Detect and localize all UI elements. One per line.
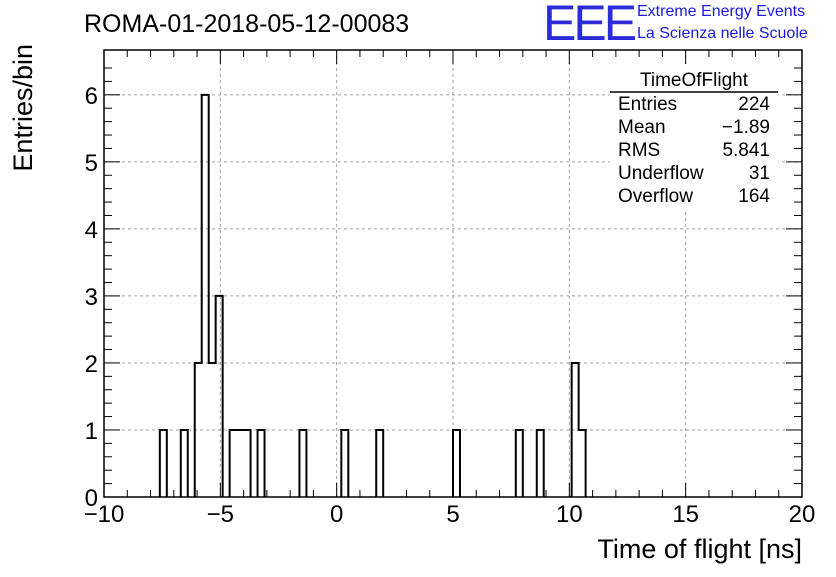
stats-row-label: RMS xyxy=(618,140,660,161)
x-tick-label: 0 xyxy=(330,501,343,528)
x-tick-label: −5 xyxy=(207,501,234,528)
histogram-outline xyxy=(158,93,587,497)
histogram-bin xyxy=(516,430,523,497)
tick-labels: −10 −5 0 5 10 15 20 0 1 2 3 4 5 6 xyxy=(84,83,816,528)
axis-ticks xyxy=(103,50,803,498)
stats-box-bg xyxy=(610,64,778,212)
stats-row-value: 5.841 xyxy=(722,140,770,161)
histogram-bin xyxy=(453,430,460,497)
histogram-bin xyxy=(181,430,188,497)
histogram-bin xyxy=(579,430,586,497)
y-tick-label: 4 xyxy=(85,217,98,244)
stats-row-label: Underflow xyxy=(618,163,704,184)
y-tick-label: 0 xyxy=(85,485,98,512)
y-tick-label: 2 xyxy=(85,351,98,378)
histogram-bin xyxy=(299,430,306,497)
x-tick-label: 20 xyxy=(789,501,816,528)
histogram-bin xyxy=(216,296,223,497)
plot-frame xyxy=(103,49,803,498)
y-tick-label: 6 xyxy=(85,83,98,110)
x-tick-label: 10 xyxy=(556,501,583,528)
x-axis-label: Time of flight [ns] xyxy=(597,534,802,564)
y-tick-label: 5 xyxy=(85,150,98,177)
stats-row-value: 164 xyxy=(738,186,770,207)
histogram-bin xyxy=(537,430,544,497)
histogram-bin xyxy=(230,430,237,497)
logo-line-1: Extreme Energy Events xyxy=(637,3,806,20)
y-axis-label: Entries/bin xyxy=(8,44,38,172)
x-tick-label: −10 xyxy=(84,501,125,528)
stats-row-value: 224 xyxy=(738,94,770,115)
stats-row-value: −1.89 xyxy=(722,117,770,138)
x-tick-label: 5 xyxy=(446,501,459,528)
run-title: ROMA-01-2018-05-12-00083 xyxy=(84,10,410,38)
logo-line-2: La Scienza nelle Scuole xyxy=(637,25,808,42)
histogram-bin xyxy=(341,430,348,497)
stats-title: TimeOfFlight xyxy=(640,70,749,91)
stats-row-label: Overflow xyxy=(618,186,693,207)
stats-row-label: Mean xyxy=(618,117,666,138)
stats-box: TimeOfFlight Entries 224 Mean −1.89 RMS 5.841 U… xyxy=(610,64,778,212)
histogram-bin xyxy=(160,430,167,497)
histogram-bin xyxy=(258,430,265,497)
x-tick-label: 15 xyxy=(672,501,699,528)
histogram-bin xyxy=(237,430,244,497)
histogram-bin xyxy=(244,430,251,497)
y-tick-label: 1 xyxy=(85,418,98,445)
stats-row-value: 31 xyxy=(749,163,770,184)
y-tick-label: 3 xyxy=(85,284,98,311)
stats-row-label: Entries xyxy=(618,94,677,115)
eee-logo-mark: EEE xyxy=(543,0,637,51)
histogram-bins xyxy=(160,95,586,497)
histogram-bin xyxy=(376,430,383,497)
